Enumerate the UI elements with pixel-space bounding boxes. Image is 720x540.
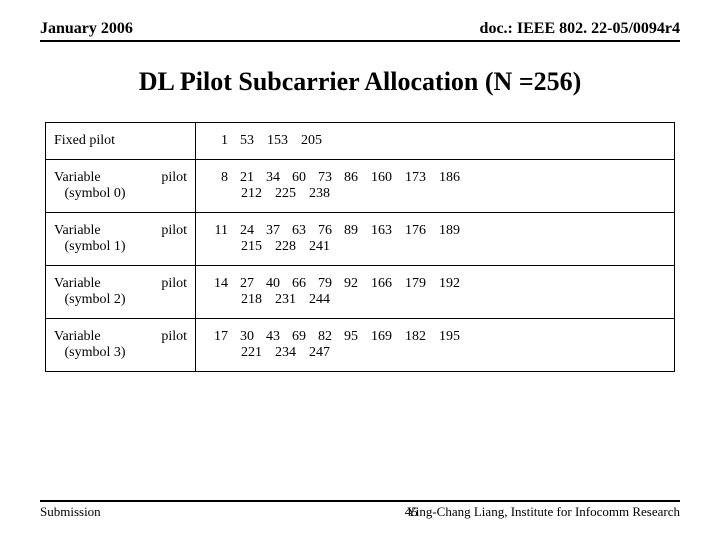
slide-title: DL Pilot Subcarrier Allocation (N =256) [40, 67, 680, 97]
row-values: 173043698295169182195 221234247 [196, 319, 675, 372]
table-row: Variablepilot (symbol 1)1124376376891631… [46, 213, 675, 266]
footer-page-number: 45 [405, 504, 418, 520]
row-label: Variablepilot (symbol 3) [46, 319, 196, 372]
row-label: Variablepilot (symbol 1) [46, 213, 196, 266]
row-values: 112437637689163176189 215228241 [196, 213, 675, 266]
table-row: Fixed pilot153153205 [46, 123, 675, 160]
row-values: 142740667992166179192 218231244 [196, 266, 675, 319]
slide-footer: Submission 45 Ying-Chang Liang, Institut… [40, 500, 680, 520]
footer-left: Submission [40, 504, 101, 520]
header-date: January 2006 [40, 20, 133, 38]
row-label: Variablepilot (symbol 2) [46, 266, 196, 319]
header-doc-id: doc.: IEEE 802. 22-05/0094r4 [480, 20, 680, 38]
footer-author: Ying-Chang Liang, Institute for Infocomm… [407, 504, 680, 520]
table-row: Variablepilot (symbol 3)1730436982951691… [46, 319, 675, 372]
slide-header: January 2006 doc.: IEEE 802. 22-05/0094r… [40, 20, 680, 42]
table-row: Variablepilot (symbol 2)1427406679921661… [46, 266, 675, 319]
row-values: 82134607386160173186 212225238 [196, 160, 675, 213]
table-row: Variablepilot (symbol 0)8213460738616017… [46, 160, 675, 213]
allocation-table: Fixed pilot153153205Variablepilot (symbo… [45, 122, 675, 372]
row-values: 153153205 [196, 123, 675, 160]
row-label: Fixed pilot [46, 123, 196, 160]
allocation-table-container: Fixed pilot153153205Variablepilot (symbo… [45, 122, 675, 372]
row-label: Variablepilot (symbol 0) [46, 160, 196, 213]
